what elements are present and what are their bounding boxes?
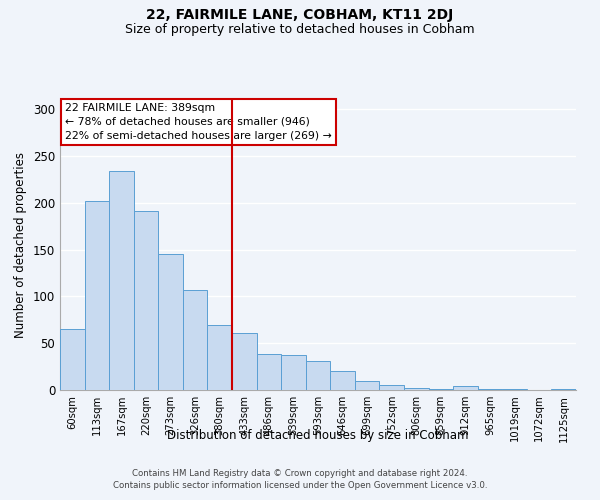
Bar (183, 290, 208, 390)
Bar (551, 389, 576, 390)
Bar (355, 380, 379, 390)
Bar (85, 201, 109, 390)
Bar (428, 389, 453, 390)
Bar (453, 386, 478, 390)
Text: 22, FAIRMILE LANE, COBHAM, KT11 2DJ: 22, FAIRMILE LANE, COBHAM, KT11 2DJ (146, 8, 454, 22)
Bar (281, 356, 306, 390)
Bar (158, 254, 183, 390)
Text: Contains HM Land Registry data © Crown copyright and database right 2024.: Contains HM Land Registry data © Crown c… (132, 468, 468, 477)
Text: Size of property relative to detached houses in Cobham: Size of property relative to detached ho… (125, 22, 475, 36)
Bar (134, 212, 158, 390)
Bar (109, 171, 134, 390)
Bar (306, 361, 330, 390)
Bar (379, 386, 404, 390)
Bar (330, 372, 355, 390)
Text: Contains public sector information licensed under the Open Government Licence v3: Contains public sector information licen… (113, 481, 487, 490)
Text: Distribution of detached houses by size in Cobham: Distribution of detached houses by size … (167, 428, 469, 442)
Bar (502, 389, 527, 390)
Bar (208, 326, 232, 390)
Y-axis label: Number of detached properties: Number of detached properties (14, 152, 28, 338)
Bar (404, 388, 428, 390)
Text: 22 FAIRMILE LANE: 389sqm
← 78% of detached houses are smaller (946)
22% of semi-: 22 FAIRMILE LANE: 389sqm ← 78% of detach… (65, 103, 332, 141)
Bar (232, 333, 257, 390)
Bar (60, 329, 85, 390)
Bar (478, 389, 502, 390)
Bar (257, 354, 281, 390)
